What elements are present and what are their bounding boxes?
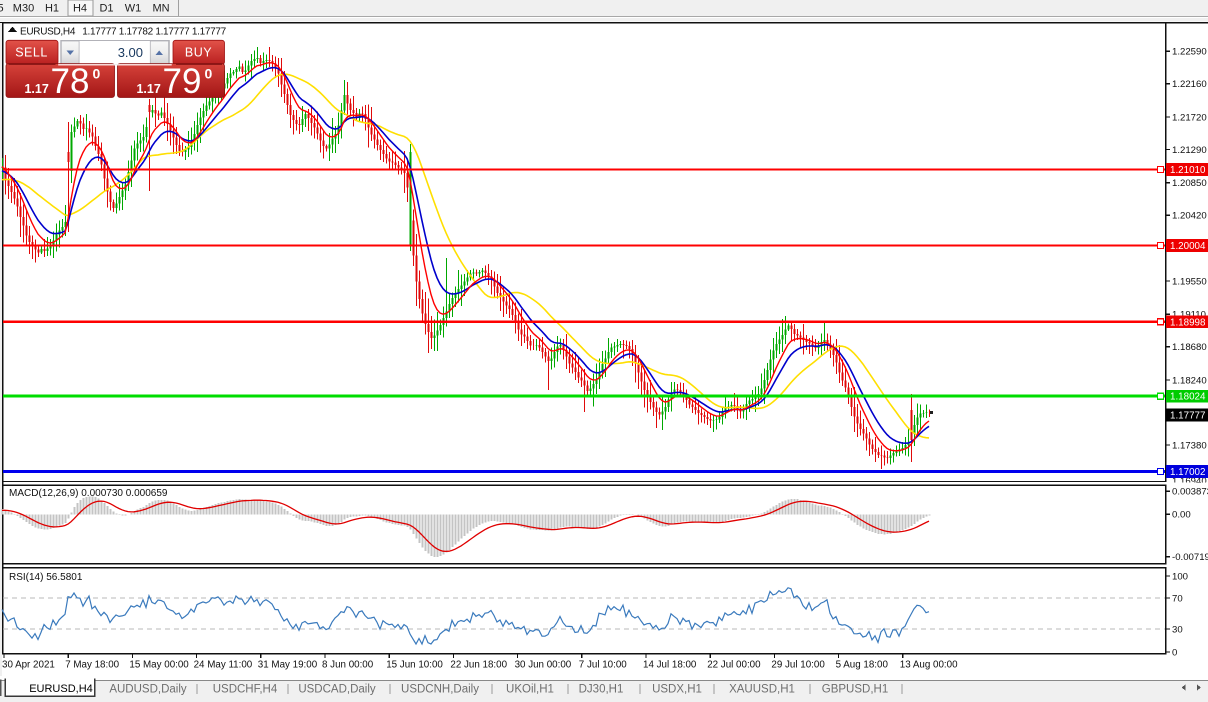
svg-text:USDX,H1: USDX,H1 bbox=[652, 684, 702, 696]
svg-text:22 Jul 00:00: 22 Jul 00:00 bbox=[707, 660, 761, 671]
svg-text:31 May 19:00: 31 May 19:00 bbox=[258, 660, 318, 671]
svg-text:USDCHF,H4: USDCHF,H4 bbox=[213, 684, 278, 696]
svg-text:MACD(12,26,9) 0.000730 0.00065: MACD(12,26,9) 0.000730 0.000659 bbox=[9, 488, 168, 499]
svg-text:GBPUSD,H1: GBPUSD,H1 bbox=[822, 684, 888, 696]
svg-text:0: 0 bbox=[93, 66, 101, 82]
svg-text:0.003873: 0.003873 bbox=[1172, 487, 1208, 498]
svg-text:1.20420: 1.20420 bbox=[1172, 211, 1207, 222]
svg-text:MN: MN bbox=[152, 3, 169, 15]
svg-text:100: 100 bbox=[1172, 571, 1188, 582]
svg-text:30 Apr 2021: 30 Apr 2021 bbox=[2, 660, 55, 671]
svg-text:7 Jul 10:00: 7 Jul 10:00 bbox=[579, 660, 627, 671]
svg-text:-0.007195: -0.007195 bbox=[1172, 552, 1208, 563]
svg-text:30 Jun 00:00: 30 Jun 00:00 bbox=[515, 660, 572, 671]
svg-text:1.16940: 1.16940 bbox=[1172, 476, 1207, 487]
svg-text:1.17002: 1.17002 bbox=[1170, 467, 1205, 478]
svg-text:EURUSD,H4 1.17777 1.17782 1.1: EURUSD,H4 1.17777 1.17782 1.17777 1.1777… bbox=[20, 27, 227, 38]
svg-text:78: 78 bbox=[51, 62, 90, 101]
svg-text:1.19110: 1.19110 bbox=[1172, 310, 1206, 321]
svg-text:0: 0 bbox=[205, 66, 213, 82]
svg-text:DJ30,H1: DJ30,H1 bbox=[579, 684, 624, 696]
svg-text:USDCNH,Daily: USDCNH,Daily bbox=[401, 684, 479, 696]
svg-text:1.19550: 1.19550 bbox=[1172, 276, 1207, 287]
svg-text:30: 30 bbox=[1172, 624, 1183, 635]
svg-text:BUY: BUY bbox=[185, 46, 212, 60]
svg-text:0.00: 0.00 bbox=[1172, 510, 1191, 521]
svg-text:29 Jul 10:00: 29 Jul 10:00 bbox=[771, 660, 825, 671]
svg-text:1.18024: 1.18024 bbox=[1170, 392, 1206, 403]
svg-text:W1: W1 bbox=[125, 3, 142, 15]
svg-text:7 May 18:00: 7 May 18:00 bbox=[65, 660, 119, 671]
svg-text:1.21720: 1.21720 bbox=[1172, 112, 1207, 123]
svg-text:14 Jul 18:00: 14 Jul 18:00 bbox=[643, 660, 697, 671]
svg-text:1.20004: 1.20004 bbox=[1170, 241, 1206, 252]
svg-text:3.00: 3.00 bbox=[118, 45, 143, 60]
svg-text:1.17380: 1.17380 bbox=[1172, 440, 1207, 451]
svg-text:1.21010: 1.21010 bbox=[1170, 165, 1206, 176]
svg-text:EURUSD,H4: EURUSD,H4 bbox=[29, 683, 93, 695]
svg-text:8 Jun 00:00: 8 Jun 00:00 bbox=[322, 660, 374, 671]
svg-text:1.21290: 1.21290 bbox=[1172, 145, 1207, 156]
svg-text:1.17: 1.17 bbox=[136, 82, 160, 96]
svg-text:13 Aug 00:00: 13 Aug 00:00 bbox=[900, 660, 958, 671]
svg-text:1.18998: 1.18998 bbox=[1170, 317, 1206, 328]
svg-text:D1: D1 bbox=[99, 3, 113, 15]
svg-text:0: 0 bbox=[1172, 647, 1177, 658]
svg-text:5 Aug 18:00: 5 Aug 18:00 bbox=[836, 660, 889, 671]
svg-text:15 May 00:00: 15 May 00:00 bbox=[129, 660, 189, 671]
svg-text:RSI(14) 56.5801: RSI(14) 56.5801 bbox=[9, 572, 83, 583]
svg-text:22 Jun 18:00: 22 Jun 18:00 bbox=[450, 660, 507, 671]
svg-text:UKOil,H1: UKOil,H1 bbox=[506, 684, 554, 696]
svg-text:M5: M5 bbox=[0, 3, 4, 15]
svg-text:H1: H1 bbox=[45, 3, 59, 15]
svg-text:H4: H4 bbox=[73, 3, 87, 15]
svg-text:1.18680: 1.18680 bbox=[1172, 342, 1207, 353]
svg-text:70: 70 bbox=[1172, 594, 1183, 605]
svg-text:79: 79 bbox=[163, 62, 202, 101]
svg-text:AUDUSD,Daily: AUDUSD,Daily bbox=[109, 684, 187, 696]
svg-text:1.22590: 1.22590 bbox=[1172, 47, 1207, 58]
svg-text:1.20850: 1.20850 bbox=[1172, 178, 1207, 189]
svg-text:1.17777: 1.17777 bbox=[1170, 411, 1205, 422]
svg-text:XAUUSD,H1: XAUUSD,H1 bbox=[729, 684, 795, 696]
svg-text:15 Jun 10:00: 15 Jun 10:00 bbox=[386, 660, 443, 671]
svg-text:1.22160: 1.22160 bbox=[1172, 79, 1207, 90]
svg-text:M30: M30 bbox=[13, 3, 34, 15]
svg-text:SELL: SELL bbox=[15, 46, 48, 60]
svg-text:USDCAD,Daily: USDCAD,Daily bbox=[298, 684, 376, 696]
svg-text:1.18240: 1.18240 bbox=[1172, 375, 1207, 386]
svg-text:24 May 11:00: 24 May 11:00 bbox=[194, 660, 253, 671]
svg-text:1.17: 1.17 bbox=[24, 82, 48, 96]
